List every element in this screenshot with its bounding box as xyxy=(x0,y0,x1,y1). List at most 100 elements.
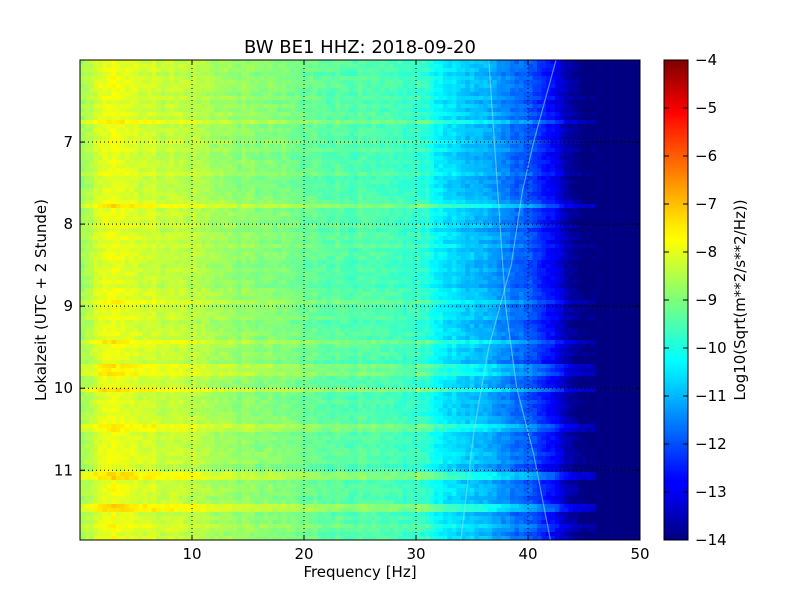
heatmap-cell xyxy=(384,180,390,185)
heatmap-cell xyxy=(147,212,153,217)
heatmap-cell xyxy=(88,184,95,189)
heatmap-cell xyxy=(536,132,543,137)
heatmap-cell xyxy=(420,144,426,149)
heatmap-cell xyxy=(483,64,489,69)
heatmap-cell xyxy=(263,80,269,85)
heatmap-cell xyxy=(501,204,507,209)
heatmap-cell xyxy=(635,128,640,133)
heatmap-cell xyxy=(366,172,372,177)
heatmap-cell xyxy=(263,180,269,185)
heatmap-cell xyxy=(501,180,507,185)
heatmap-cell xyxy=(272,164,278,169)
heatmap-cell xyxy=(545,124,551,129)
heatmap-cell xyxy=(218,120,224,125)
heatmap-cell xyxy=(120,136,126,141)
heatmap-cell xyxy=(528,112,534,117)
heatmap-cell xyxy=(290,148,296,153)
heatmap-cell xyxy=(536,140,543,145)
heatmap-cell xyxy=(241,128,247,133)
heatmap-cell xyxy=(326,72,332,77)
heatmap-cell xyxy=(156,176,162,181)
heatmap-cell xyxy=(411,180,417,185)
heatmap-cell xyxy=(192,200,198,205)
heatmap-cell xyxy=(469,100,475,105)
heatmap-cell xyxy=(165,180,171,185)
heatmap-cell xyxy=(519,216,525,221)
heatmap-cell xyxy=(451,192,457,197)
heatmap-cell xyxy=(97,168,103,173)
heatmap-cell xyxy=(227,164,233,169)
heatmap-cell xyxy=(209,196,215,201)
heatmap-cell xyxy=(115,144,121,149)
heatmap-cell xyxy=(214,196,220,201)
heatmap-cell xyxy=(299,196,305,201)
heatmap-cell xyxy=(236,204,242,209)
heatmap-cell xyxy=(631,84,637,89)
heatmap-cell xyxy=(608,60,614,65)
heatmap-cell xyxy=(129,164,135,169)
heatmap-cell xyxy=(241,192,247,197)
heatmap-cell xyxy=(138,192,144,197)
heatmap-cell xyxy=(492,104,498,109)
heatmap-cell xyxy=(348,132,354,137)
heatmap-cell xyxy=(165,160,171,165)
heatmap-cell xyxy=(281,72,287,77)
heatmap-cell xyxy=(501,164,507,169)
heatmap-cell xyxy=(326,168,332,173)
heatmap-cell xyxy=(317,64,323,69)
heatmap-cell xyxy=(97,136,103,141)
heatmap-cell xyxy=(115,76,121,81)
heatmap-cell xyxy=(120,80,126,85)
heatmap-cell xyxy=(362,124,368,129)
heatmap-cell xyxy=(80,60,86,65)
heatmap-cell xyxy=(277,216,283,221)
heatmap-cell xyxy=(120,64,126,69)
heatmap-cell xyxy=(102,180,108,185)
heatmap-cell xyxy=(312,192,319,197)
heatmap-cell xyxy=(133,84,139,89)
heatmap-cell xyxy=(532,200,538,205)
heatmap-cell xyxy=(295,172,301,177)
heatmap-cell xyxy=(295,124,301,129)
heatmap-cell xyxy=(254,128,260,133)
heatmap-cell xyxy=(487,104,493,109)
heatmap-cell xyxy=(635,120,640,125)
heatmap-cell xyxy=(554,68,560,73)
heatmap-cell xyxy=(223,68,229,73)
heatmap-cell xyxy=(196,168,202,173)
heatmap-cell xyxy=(631,172,637,177)
heatmap-cell xyxy=(501,88,507,93)
heatmap-cell xyxy=(617,204,623,209)
heatmap-cell xyxy=(424,92,431,97)
heatmap-cell xyxy=(416,84,422,89)
heatmap-cell xyxy=(124,68,130,73)
heatmap-cell xyxy=(393,192,399,197)
heatmap-cell xyxy=(133,76,139,81)
heatmap-cell xyxy=(339,196,345,201)
heatmap-cell xyxy=(250,108,256,113)
heatmap-cell xyxy=(384,64,390,69)
heatmap-cell xyxy=(626,204,632,209)
heatmap-cell xyxy=(335,180,341,185)
heatmap-cell xyxy=(532,84,538,89)
heatmap-cell xyxy=(604,192,610,197)
heatmap-cell xyxy=(523,68,529,73)
heatmap-cell xyxy=(277,104,283,109)
heatmap-cell xyxy=(541,140,547,145)
heatmap-cell xyxy=(295,96,301,101)
heatmap-cell xyxy=(554,144,560,149)
heatmap-cell xyxy=(631,148,637,153)
heatmap-cell xyxy=(501,68,507,73)
heatmap-cell xyxy=(554,112,560,117)
heatmap-cell xyxy=(416,212,422,217)
heatmap-cell xyxy=(304,160,310,165)
heatmap-cell xyxy=(456,172,462,177)
heatmap-cell xyxy=(169,188,175,193)
heatmap-cell xyxy=(321,196,327,201)
heatmap-cell xyxy=(559,156,565,161)
heatmap-cell xyxy=(290,176,296,181)
heatmap-cell xyxy=(532,208,538,213)
heatmap-cell xyxy=(424,72,431,77)
heatmap-cell xyxy=(424,180,431,185)
heatmap-cell xyxy=(528,172,534,177)
